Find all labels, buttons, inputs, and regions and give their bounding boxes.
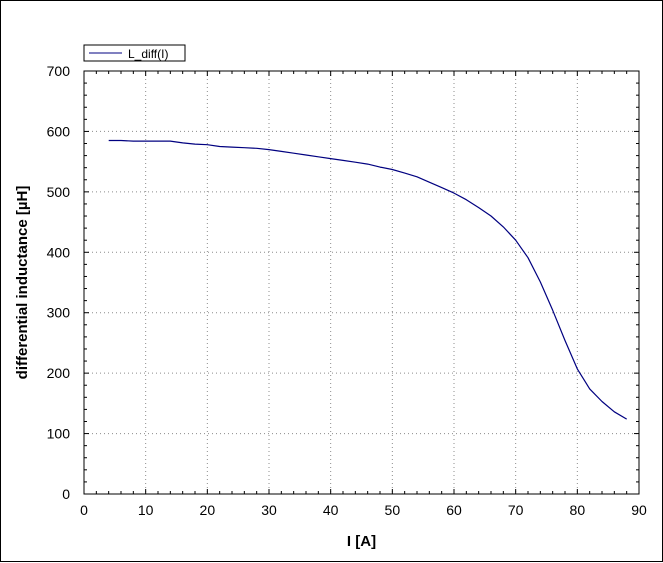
y-tick-label: 200 (47, 365, 71, 381)
series-layer (108, 139, 628, 420)
x-tick-label: 40 (323, 502, 339, 518)
x-tick-label: 60 (446, 502, 462, 518)
y-tick-label: 500 (47, 184, 71, 200)
legend-box (83, 44, 186, 62)
y-tick-label: 300 (47, 305, 71, 321)
series-line (108, 139, 628, 420)
x-tick-label: 10 (138, 502, 154, 518)
y-axis-title: differential inductance [µH] (14, 186, 31, 380)
y-tick-label: 600 (47, 123, 71, 139)
grid-lines (84, 71, 639, 494)
x-tick-label: 50 (385, 502, 401, 518)
y-tick-label: 400 (47, 244, 71, 260)
x-axis-title: I [A] (347, 533, 376, 550)
y-tick-label: 100 (47, 426, 71, 442)
x-tick-label: 70 (508, 502, 524, 518)
x-tick-label: 90 (631, 502, 647, 518)
legend-label: L_diff(I) (128, 47, 168, 61)
x-tick-label: 80 (570, 502, 586, 518)
tick-marks (83, 70, 640, 495)
x-tick-label: 0 (80, 502, 88, 518)
x-tick-label: 20 (200, 502, 216, 518)
plot-area (83, 70, 640, 495)
y-tick-label: 700 (47, 63, 71, 79)
tick-labels: 0 10 20 30 40 50 60 70 80 90 0 100 200 300 400 500 600 70… (47, 63, 647, 518)
legend: L_diff(I) (83, 44, 186, 62)
y-tick-label: 0 (62, 486, 70, 502)
x-tick-label: 30 (261, 502, 277, 518)
